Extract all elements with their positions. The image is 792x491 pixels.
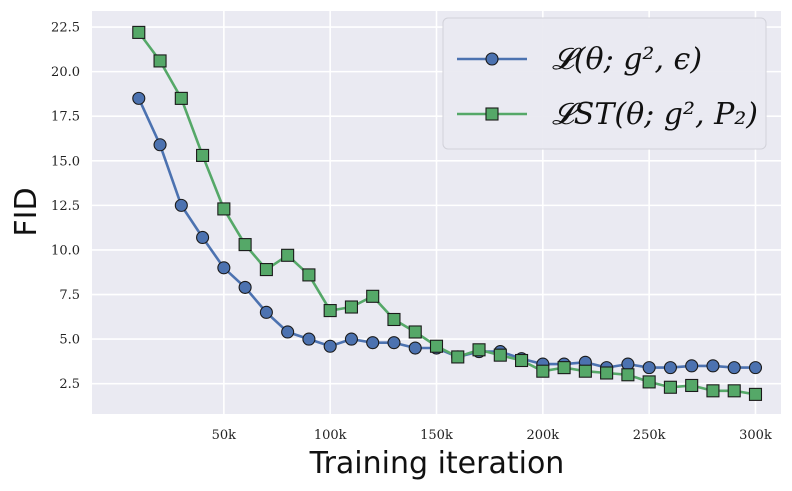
data-point-circle: [281, 325, 295, 339]
x-tick-label: 300k: [739, 428, 772, 443]
legend-label: 𝓛(θ; g², ϵ): [552, 42, 702, 77]
data-point-square: [642, 375, 656, 389]
data-point-circle: [323, 339, 337, 353]
y-tick-label: 12.5: [51, 199, 80, 214]
data-point-square: [132, 25, 146, 39]
data-point-circle: [408, 341, 422, 355]
legend-label: 𝓛ST(θ; g², P₂): [552, 97, 758, 132]
data-point-square: [238, 238, 252, 252]
data-point-circle: [344, 332, 358, 346]
data-point-square: [281, 248, 295, 262]
data-point-circle: [174, 198, 188, 212]
y-tick-label: 7.5: [59, 288, 80, 303]
tick-labels: 2.5 5.0 7.5 10.0 12.5 15.0 17.5 20.0 22.5 50k 100k…: [51, 21, 772, 443]
y-tick-label: 10.0: [51, 243, 80, 258]
data-point-square: [387, 312, 401, 327]
data-point-square: [429, 339, 444, 353]
data-point-circle: [196, 230, 210, 245]
data-point-square: [217, 202, 231, 216]
legend-box: [442, 17, 767, 150]
x-tick-label: 50k: [212, 428, 237, 443]
x-tick-label: 250k: [633, 428, 666, 443]
data-point-circle: [238, 280, 252, 294]
data-point-square: [557, 361, 571, 375]
data-point-circle: [153, 138, 167, 152]
data-point-square: [344, 300, 358, 314]
data-point-circle: [642, 361, 656, 375]
data-point-circle: [366, 336, 380, 350]
data-point-square: [515, 353, 529, 368]
data-point-square: [196, 148, 210, 162]
legend-marker: [485, 52, 499, 66]
data-point-circle: [387, 336, 401, 350]
y-tick-label: 20.0: [51, 65, 80, 80]
y-tick-label: 22.5: [51, 21, 80, 36]
data-point-square: [408, 325, 422, 339]
data-point-square: [748, 387, 763, 401]
x-axis-label: Training iteration: [309, 446, 565, 481]
series-layer: [132, 25, 763, 401]
x-tick-label: 200k: [526, 428, 559, 443]
y-tick-label: 5.0: [59, 333, 80, 348]
data-point-square: [600, 366, 614, 380]
data-point-square: [174, 91, 188, 105]
data-point-square: [578, 364, 592, 378]
data-point-square: [727, 384, 741, 398]
data-point-square: [621, 368, 635, 382]
data-point-circle: [259, 305, 273, 319]
data-point-square: [472, 343, 486, 357]
data-point-square: [259, 263, 273, 277]
legend: 𝓛(θ; g², ϵ) 𝓛ST(θ; g², P₂): [442, 17, 767, 150]
data-point-circle: [132, 91, 146, 105]
data-point-circle: [748, 361, 763, 375]
data-point-square: [323, 304, 337, 318]
data-point-square: [366, 289, 380, 303]
legend-marker: [485, 107, 499, 121]
data-point-square: [663, 380, 677, 394]
data-point-circle: [302, 332, 316, 346]
data-point-circle: [706, 359, 720, 373]
data-point-circle: [685, 359, 699, 373]
y-tick-label: 15.0: [51, 154, 80, 169]
y-tick-label: 17.5: [51, 110, 80, 125]
x-tick-label: 150k: [420, 428, 453, 443]
data-point-square: [153, 54, 167, 68]
y-tick-label: 2.5: [59, 377, 80, 392]
data-point-circle: [217, 261, 231, 275]
y-axis-label: FID: [9, 187, 44, 236]
data-point-circle: [727, 361, 741, 375]
data-point-square: [493, 348, 507, 362]
data-point-square: [451, 350, 465, 364]
data-point-square: [302, 268, 316, 282]
data-point-square: [685, 378, 699, 393]
x-tick-label: 100k: [314, 428, 347, 443]
data-point-square: [706, 384, 720, 398]
series-2: [132, 25, 763, 401]
data-point-circle: [663, 361, 677, 375]
data-point-square: [536, 364, 550, 378]
